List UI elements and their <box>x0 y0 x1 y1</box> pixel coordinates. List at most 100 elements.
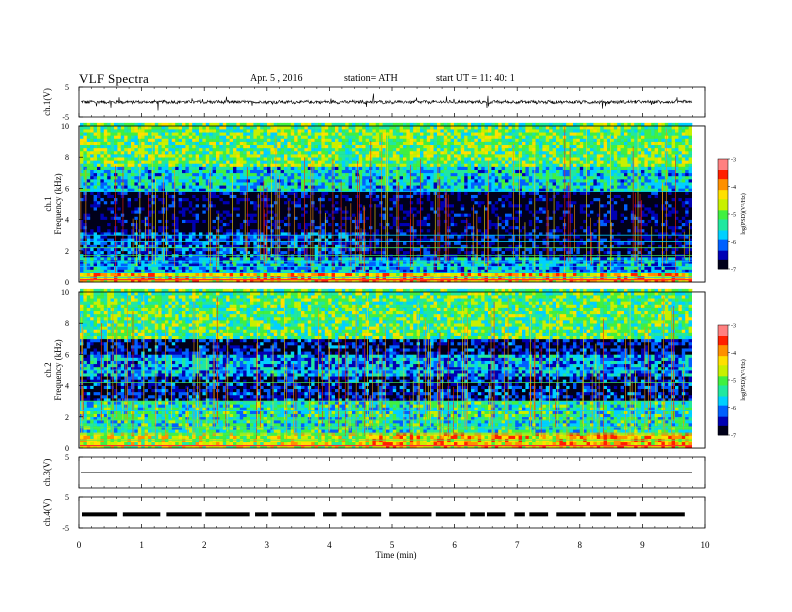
spectrogram-cell <box>223 170 227 173</box>
spectrogram-cell <box>206 154 210 157</box>
spectrogram-cell <box>128 204 132 207</box>
spectrogram-cell <box>124 195 128 198</box>
spectrogram-cell <box>226 151 230 154</box>
spectrogram-cell <box>192 185 196 188</box>
spectrogram-cell <box>83 145 87 148</box>
spectrogram-cell <box>192 223 196 226</box>
spectrogram-cell <box>107 173 111 176</box>
spectrogram-cell <box>168 148 172 151</box>
spectrogram-cell <box>168 204 172 207</box>
spectrogram-cell <box>97 132 101 135</box>
spectrogram-cell <box>216 126 220 129</box>
spectrogram-cell <box>145 170 149 173</box>
spectrogram-cell <box>182 126 186 129</box>
spectrogram-cell <box>100 170 104 173</box>
spectrogram-cell <box>114 176 118 179</box>
spectrogram-cell <box>97 163 101 166</box>
spectrogram-cell <box>185 154 189 157</box>
spectrogram-cell <box>158 142 162 145</box>
spectrogram-cell <box>168 207 172 210</box>
spectrogram-cell <box>131 145 135 148</box>
spectrogram-cell <box>185 201 189 204</box>
spectrogram-cell <box>236 235 240 238</box>
spectrogram-cell <box>236 257 240 260</box>
spectrogram-cell <box>179 182 183 185</box>
spectrogram-cell <box>175 148 179 151</box>
spectrogram-cell <box>175 273 179 276</box>
spectrogram-cell <box>189 235 193 238</box>
spectrogram-cell <box>172 182 176 185</box>
spectrogram-cell <box>107 126 111 129</box>
spectrogram-cell <box>107 248 111 251</box>
spectrogram-cell <box>179 157 183 160</box>
spectrogram-cell <box>87 213 91 216</box>
spectrogram-cell <box>138 266 142 269</box>
spectrogram-cell <box>219 157 223 160</box>
spectrogram-cell <box>253 145 257 148</box>
spectrogram-cell <box>250 204 254 207</box>
spectrogram-cell <box>134 163 138 166</box>
spectrogram-cell <box>216 201 220 204</box>
spectrogram-cell <box>243 148 247 151</box>
spectrogram-cell <box>243 151 247 154</box>
spectrogram-cell <box>267 179 271 182</box>
spectrogram-cell <box>158 167 162 170</box>
spectrogram-cell <box>189 138 193 141</box>
spectrogram-cell <box>114 138 118 141</box>
spectrogram-cell <box>260 129 264 132</box>
spectrogram-cell <box>202 160 206 163</box>
spectrogram-cell <box>107 135 111 138</box>
spectrogram-cell <box>124 204 128 207</box>
spectrogram-cell <box>223 126 227 129</box>
spectrogram-cell <box>107 145 111 148</box>
spectrogram-cell <box>209 142 213 145</box>
spectrogram-cell <box>134 132 138 135</box>
spectrogram-cell <box>155 138 159 141</box>
spectrogram-cell <box>209 167 213 170</box>
spectrogram-cell <box>230 163 234 166</box>
spectrogram-cell <box>236 192 240 195</box>
spectrogram-cell <box>87 173 91 176</box>
spectrogram-cell <box>124 220 128 223</box>
spectrogram-cell <box>172 198 176 201</box>
spectrogram-cell <box>253 266 257 269</box>
spectrogram-cell <box>213 204 217 207</box>
spectrogram-cell <box>175 182 179 185</box>
spectrogram-cell <box>250 185 254 188</box>
spectrogram-cell <box>100 257 104 260</box>
spectrogram-cell <box>80 132 84 135</box>
spectrogram-cell <box>216 129 220 132</box>
spectrogram-cell <box>131 154 135 157</box>
spectrogram-cell <box>216 163 220 166</box>
spectrogram-cell <box>124 170 128 173</box>
spectrogram-cell <box>172 248 176 251</box>
spectrogram-cell <box>128 170 132 173</box>
spectrogram-cell <box>236 198 240 201</box>
spectrogram-cell <box>223 135 227 138</box>
spectrogram-cell <box>111 251 115 254</box>
spectrogram-cell <box>145 151 149 154</box>
spectrogram-cell <box>145 210 149 213</box>
spectrogram-cell <box>90 160 94 163</box>
spectrogram-cell <box>97 157 101 160</box>
spectrogram-cell <box>117 154 121 157</box>
spectrogram-cell <box>100 195 104 198</box>
spectrogram-cell <box>219 132 223 135</box>
spectrogram-cell <box>216 273 220 276</box>
spectrogram-cell <box>233 257 237 260</box>
spectrogram-cell <box>94 173 98 176</box>
spectrogram-cell <box>179 179 183 182</box>
spectrogram-cell <box>196 251 200 254</box>
spectrogram-cell <box>94 182 98 185</box>
spectrogram-cell <box>257 148 261 151</box>
spectrogram-cell <box>104 135 108 138</box>
spectrogram-cell <box>141 220 145 223</box>
spectrogram-cell <box>233 154 237 157</box>
spectrogram-cell <box>158 173 162 176</box>
spectrogram-cell <box>97 223 101 226</box>
spectrogram-cell <box>131 157 135 160</box>
spectrogram-cell <box>192 266 196 269</box>
spectrogram-cell <box>107 185 111 188</box>
spectrogram-cell <box>250 151 254 154</box>
spectrogram-cell <box>83 170 87 173</box>
